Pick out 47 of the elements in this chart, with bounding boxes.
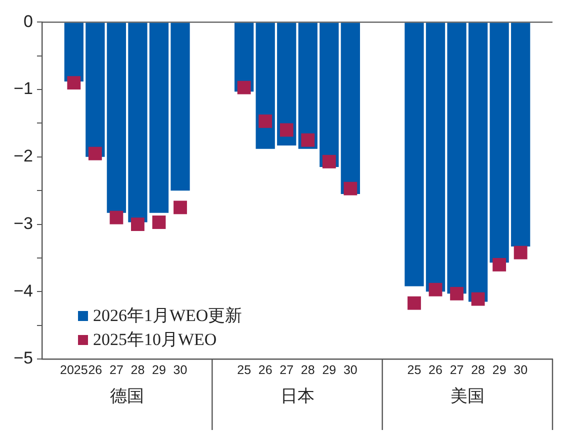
y-tick-label: −2 <box>14 146 33 166</box>
x-tick-label: 30 <box>343 362 358 377</box>
x-tick-label: 26 <box>428 362 443 377</box>
x-tick-label: 27 <box>109 362 124 377</box>
point <box>110 210 124 224</box>
y-tick-label: −5 <box>14 348 33 368</box>
point <box>408 296 421 310</box>
x-tick-label: 29 <box>322 362 336 377</box>
point <box>428 282 442 296</box>
x-tick-label: 26 <box>88 362 102 377</box>
point <box>88 146 102 160</box>
legend-label: 2025年10月WEO <box>93 329 217 351</box>
point <box>237 80 251 94</box>
text: 美国 <box>450 386 484 406</box>
point <box>174 200 187 214</box>
x-tick-label: 26 <box>258 362 272 377</box>
point <box>301 133 315 147</box>
x-tick-label: 28 <box>471 362 486 377</box>
x-tick-label: 29 <box>152 362 166 377</box>
point <box>514 246 528 260</box>
x-tick-label: 25 <box>237 362 252 377</box>
point <box>322 154 336 168</box>
point <box>67 76 81 90</box>
y-tick-label: 0 <box>24 12 33 31</box>
point <box>131 218 144 231</box>
x-tick-label: 30 <box>173 362 188 377</box>
point <box>258 114 272 128</box>
y-tick-label: −4 <box>14 281 33 300</box>
point <box>280 123 294 137</box>
x-tick-label: 30 <box>514 362 528 377</box>
x-tick-label: 28 <box>130 362 145 377</box>
x-tick-label: 29 <box>492 362 506 377</box>
point <box>450 286 464 300</box>
y-tick-label: −1 <box>14 79 33 98</box>
x-tick-label: 25 <box>407 362 422 377</box>
point <box>152 216 166 229</box>
x-tick-label: 27 <box>450 362 464 377</box>
x-tick-label: 27 <box>280 362 294 377</box>
x-tick-label: 28 <box>300 362 315 377</box>
legend-label: 2026年1月WEO更新 <box>93 305 242 327</box>
text: 德国 <box>110 386 144 406</box>
point <box>344 182 358 196</box>
x-tick-label: 2025 <box>60 362 88 377</box>
point <box>492 258 506 272</box>
point <box>471 292 485 306</box>
text: 日本 <box>280 386 314 406</box>
y-tick-label: −3 <box>14 214 33 233</box>
